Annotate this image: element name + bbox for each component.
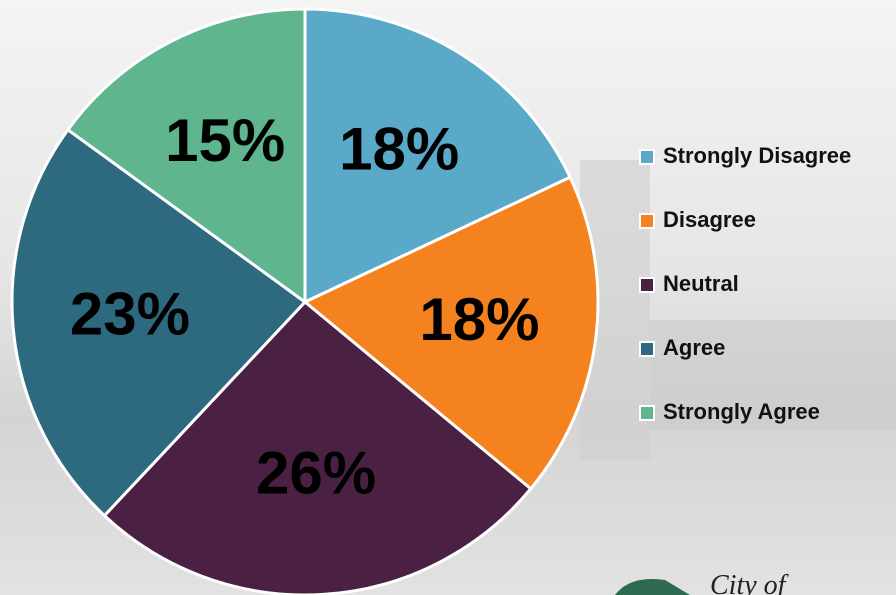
data-label: 18%	[419, 286, 539, 353]
legend-swatch	[640, 342, 654, 356]
logo-text: City of	[710, 570, 789, 595]
data-label: 26%	[256, 439, 376, 506]
data-label: 18%	[339, 115, 459, 182]
legend-label: Neutral	[663, 271, 739, 296]
legend-swatch	[640, 406, 654, 420]
legend-label: Agree	[663, 335, 725, 360]
legend-label: Disagree	[663, 207, 756, 232]
legend-label: Strongly Agree	[663, 399, 820, 424]
page: 18% 18% 26% 23% 15% Strongly Disagree Disagre…	[0, 0, 896, 595]
data-label: 15%	[165, 107, 285, 174]
legend-swatch	[640, 278, 654, 292]
data-label: 23%	[70, 280, 190, 347]
legend-label: Strongly Disagree	[663, 143, 851, 168]
legend-swatch	[640, 150, 654, 164]
legend-swatch	[640, 214, 654, 228]
pie: 18% 18% 26% 23% 15%	[12, 9, 598, 595]
chart: 18% 18% 26% 23% 15% Strongly Disagree Disagre…	[0, 0, 896, 595]
